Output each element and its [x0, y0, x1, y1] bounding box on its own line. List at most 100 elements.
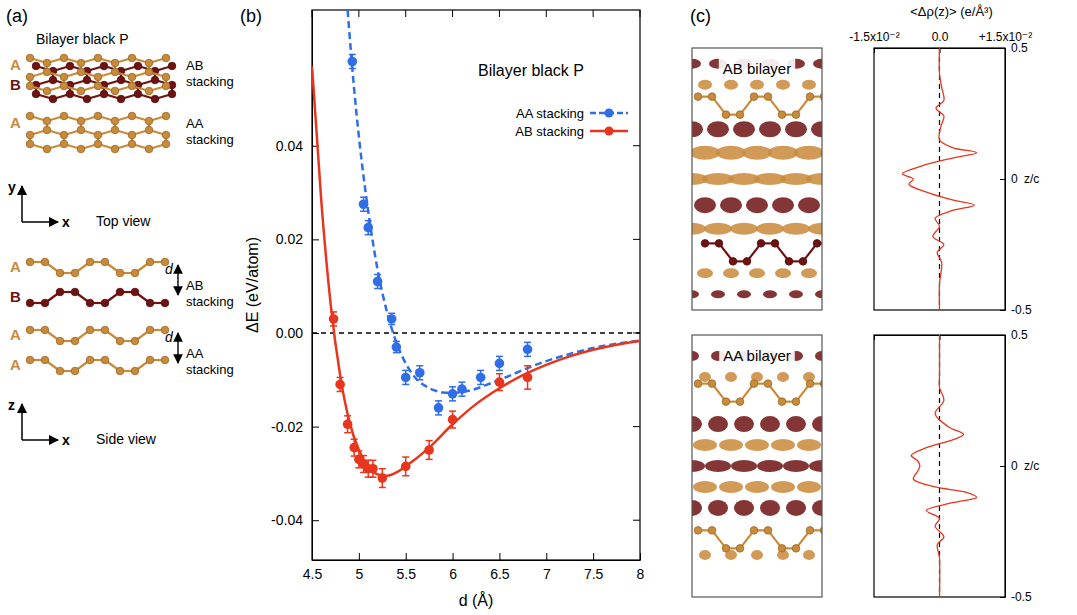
density-lobe [699, 550, 711, 560]
axis-arrow [22, 439, 58, 441]
tick: 6.5 [490, 553, 510, 582]
atom [111, 145, 119, 153]
error-bar-cap [524, 342, 531, 344]
density-lobe [785, 121, 807, 137]
density-lobe [768, 146, 798, 160]
density-lobe [760, 500, 780, 516]
data-point [434, 403, 444, 413]
atom [83, 95, 91, 103]
atom [41, 326, 49, 334]
atom [162, 73, 170, 81]
atom [694, 93, 702, 101]
atom [806, 380, 814, 388]
density-lobe [707, 121, 729, 137]
tick-mark [640, 10, 641, 17]
data-point [347, 57, 357, 67]
data-point [495, 377, 505, 387]
data-point [387, 314, 397, 324]
density-lobe [724, 80, 738, 90]
error-bar-cap [369, 476, 376, 478]
density-lobe [745, 439, 769, 451]
atom [32, 62, 40, 70]
density-lobe [692, 500, 702, 516]
tick-mark [633, 145, 640, 146]
atom [145, 68, 153, 76]
density-title: AA bilayer [723, 347, 791, 364]
atom [49, 76, 57, 84]
tick-mark [546, 553, 547, 560]
atom [134, 62, 142, 70]
tick-mark [405, 10, 406, 17]
data-point [359, 199, 369, 209]
tick-label: 8 [637, 566, 645, 582]
panel-label: (c) [690, 6, 711, 26]
plot-frame [874, 335, 1005, 597]
spacing-label: d [165, 261, 174, 277]
stacking-label-line: stacking [186, 132, 234, 147]
tick-mark [453, 553, 454, 560]
tick-mark [358, 10, 359, 17]
atom [131, 367, 139, 375]
density-lobe [698, 80, 712, 90]
error-bar-cap [449, 400, 456, 402]
density-lobe [776, 80, 790, 90]
panel-label: (a) [6, 6, 28, 26]
atom [71, 367, 79, 375]
atom [806, 527, 814, 535]
atom [764, 380, 772, 388]
axis-glyph-label: y [8, 179, 16, 195]
atom [764, 93, 772, 101]
layer-label: B [10, 76, 21, 93]
tick: -0.5 [1000, 303, 1032, 317]
stacking-label-line: stacking [186, 294, 234, 309]
atom [145, 145, 153, 153]
density-title: AB bilayer [723, 60, 791, 77]
tick-label: 4.5 [303, 566, 323, 582]
tick-mark [593, 553, 594, 560]
data-point [401, 373, 411, 383]
data-point [401, 462, 411, 472]
atom [813, 240, 821, 248]
atom [729, 258, 737, 266]
tick: 0.5 [1000, 41, 1028, 55]
tick-mark [1000, 466, 1005, 467]
density-lobe [812, 416, 822, 432]
tick-mark [546, 10, 547, 17]
error-bar-cap [524, 356, 531, 358]
data-point [415, 368, 425, 378]
atom [131, 269, 139, 277]
axis: -1.5x10⁻²0.0+1.5x10⁻² [849, 30, 1032, 53]
atom [94, 54, 102, 62]
error-bar-cap [351, 438, 358, 440]
atom [694, 380, 702, 388]
tick-label: 0.0 [932, 30, 949, 44]
profile-chart: -0.500.5z/c [874, 328, 1039, 604]
atom [56, 337, 64, 345]
atom [43, 117, 51, 125]
spacing-arrow [177, 265, 178, 295]
error-bar-cap [365, 234, 372, 236]
tick-mark [874, 48, 875, 53]
atom [100, 62, 108, 70]
error-bar-cap [426, 459, 433, 461]
density-frame [692, 335, 822, 597]
fit-line [348, 10, 640, 393]
tick-label: 0.00 [276, 325, 303, 341]
atom [750, 380, 758, 388]
density-lobe [693, 481, 717, 493]
stacking-label: AAstacking [186, 346, 234, 377]
atom [146, 326, 154, 334]
tick: 8 [637, 553, 645, 582]
tick-label: -0.02 [271, 419, 303, 435]
reference-line [939, 48, 940, 310]
atom [71, 288, 79, 296]
tick-label: 6.5 [490, 566, 510, 582]
density-lobe [704, 223, 732, 235]
atom [86, 258, 94, 266]
tick-label: 6 [449, 566, 457, 582]
density-lobe [772, 197, 794, 213]
density-lobe [692, 290, 699, 298]
tick: 0.5 [1000, 328, 1028, 342]
plot-area [911, 335, 977, 597]
axis-title: z/c [1024, 459, 1039, 473]
